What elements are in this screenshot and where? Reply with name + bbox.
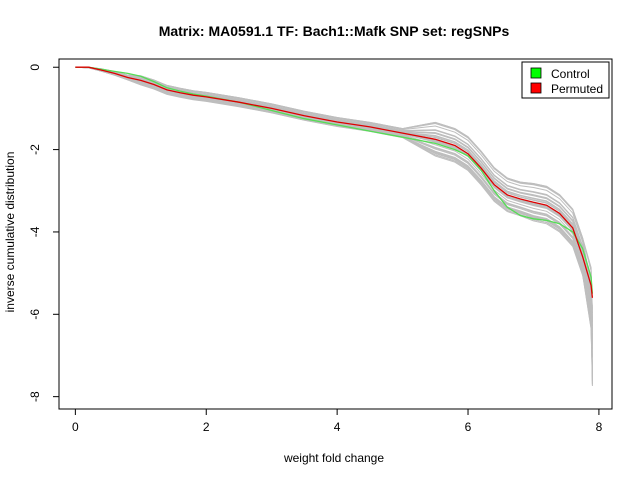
legend: Control Permuted <box>521 61 610 99</box>
y-axis: 0 -2 -4 -6 -8 <box>28 64 60 402</box>
background-permutation-line <box>75 66 593 349</box>
background-permutation-line <box>75 66 593 387</box>
background-permutation-line <box>75 66 593 307</box>
chart-title: Matrix: MA0591.1 TF: Bach1::Mafk SNP set… <box>159 23 510 39</box>
legend-swatch-permuted <box>530 82 542 94</box>
x-tick-label: 4 <box>334 420 341 434</box>
background-permutation-line <box>75 66 593 340</box>
background-permutation-line <box>75 66 593 338</box>
x-axis: 0 2 4 6 8 <box>72 408 603 434</box>
background-permutation-line <box>75 66 593 376</box>
background-permutation-line <box>75 66 593 385</box>
x-tick-label: 0 <box>72 420 79 434</box>
background-permutation-line <box>75 66 593 378</box>
background-permutation-line <box>75 66 593 338</box>
y-tick-label: 0 <box>28 64 42 71</box>
legend-swatch-control <box>530 67 542 79</box>
x-tick-label: 6 <box>465 420 472 434</box>
y-axis-label: inverse cumulative distribution <box>3 152 17 313</box>
background-permutation-line <box>75 66 593 337</box>
background-permutation-line <box>75 66 593 350</box>
background-permutation-line <box>75 66 593 319</box>
plot-frame <box>58 58 613 410</box>
background-permutation-line <box>75 66 593 326</box>
background-permutation-line <box>75 66 593 374</box>
x-tick-label: 8 <box>596 420 603 434</box>
background-permutation-line <box>75 66 593 358</box>
background-permutation-line <box>75 66 593 385</box>
y-tick-label: -6 <box>28 309 42 320</box>
y-tick-label: -2 <box>28 144 42 155</box>
y-tick-label: -4 <box>28 226 42 237</box>
background-lines <box>75 66 593 387</box>
background-permutation-line <box>75 66 593 368</box>
y-tick-label: -8 <box>28 391 42 402</box>
background-permutation-line <box>75 66 593 340</box>
background-permutation-line <box>75 66 593 381</box>
series-line-permuted <box>75 66 594 298</box>
legend-label-control: Control <box>551 67 590 81</box>
background-permutation-line <box>75 66 593 332</box>
legend-label-permuted: Permuted <box>551 82 603 96</box>
x-tick-label: 2 <box>203 420 210 434</box>
background-permutation-line <box>75 66 593 357</box>
series-line-control <box>75 66 594 294</box>
background-permutation-line <box>75 66 593 368</box>
x-axis-label: weight fold change <box>283 451 384 465</box>
series-lines <box>75 66 594 298</box>
background-permutation-line <box>75 66 593 377</box>
background-permutation-line <box>75 66 593 369</box>
